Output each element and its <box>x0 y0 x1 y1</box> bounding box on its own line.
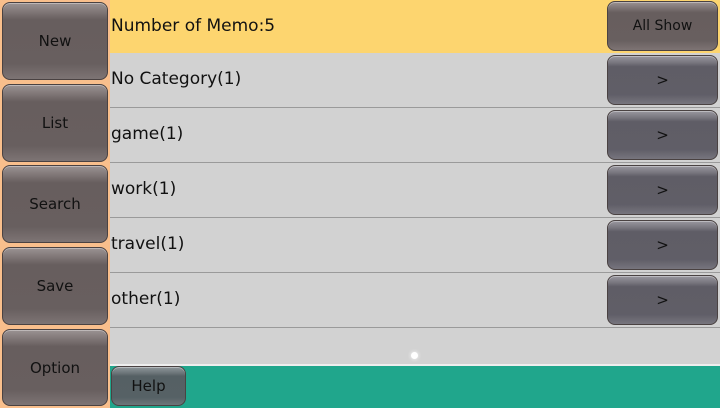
search-button[interactable]: Search <box>2 165 108 243</box>
footer-bar <box>110 364 720 408</box>
category-row: travel(1) <box>110 218 720 273</box>
new-button[interactable]: New <box>2 2 108 80</box>
category-label: work(1) <box>111 179 177 199</box>
category-row: No Category(1) <box>110 53 720 108</box>
category-row: work(1) <box>110 163 720 218</box>
page-indicator-dot <box>411 352 418 359</box>
open-category-button[interactable]: > <box>607 110 718 160</box>
category-label: travel(1) <box>111 234 185 254</box>
open-category-button[interactable]: > <box>607 275 718 325</box>
open-category-button[interactable]: > <box>607 165 718 215</box>
list-button[interactable]: List <box>2 84 108 162</box>
sidebar: New List Search Save Option <box>0 0 110 408</box>
all-show-button[interactable]: All Show <box>607 1 718 51</box>
help-button[interactable]: Help <box>111 366 186 406</box>
category-label: No Category(1) <box>111 69 242 89</box>
category-label: game(1) <box>111 124 184 144</box>
open-category-button[interactable]: > <box>607 220 718 270</box>
category-row: other(1) <box>110 273 720 328</box>
category-row: game(1) <box>110 108 720 163</box>
category-label: other(1) <box>111 289 181 309</box>
save-button[interactable]: Save <box>2 247 108 325</box>
memo-count-title: Number of Memo:5 <box>111 16 276 36</box>
open-category-button[interactable]: > <box>607 55 718 105</box>
option-button[interactable]: Option <box>2 329 108 406</box>
